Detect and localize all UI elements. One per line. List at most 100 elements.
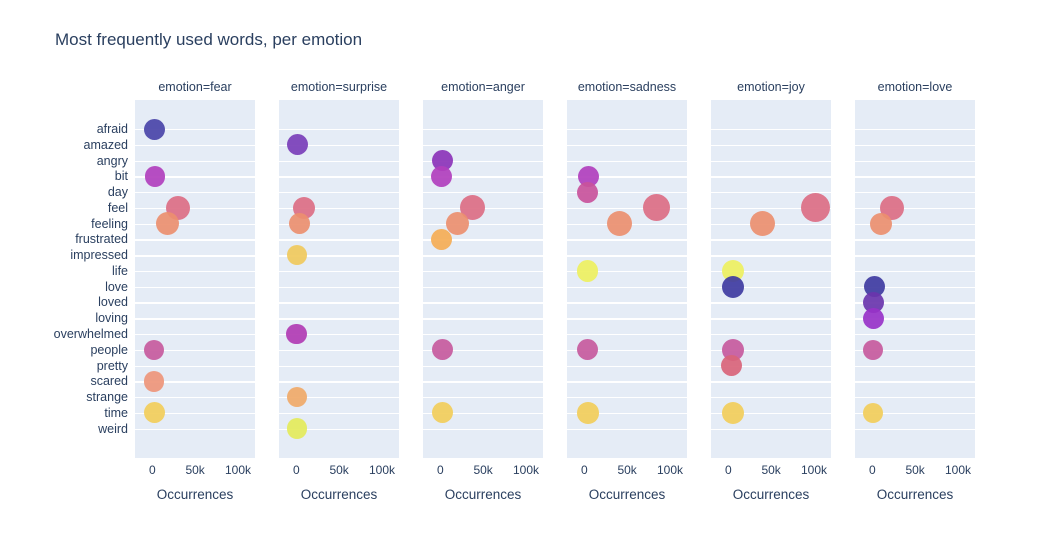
x-tick-label-love-50k: 50k: [905, 463, 925, 477]
gridline: [135, 255, 255, 257]
gridline: [855, 412, 975, 415]
gridline: [855, 302, 975, 304]
gridline: [279, 207, 399, 210]
x-tick-label-anger-0: 0: [436, 463, 444, 477]
marker-love-people[interactable]: [862, 339, 884, 361]
gridline: [567, 144, 687, 147]
gridline: [423, 192, 543, 194]
marker-fear-time[interactable]: [143, 402, 165, 424]
y-tick-label-afraid: afraid: [96, 122, 128, 136]
gridline: [567, 286, 687, 289]
marker-surprise-amazed[interactable]: [286, 134, 308, 156]
marker-love-loved[interactable]: [863, 291, 885, 313]
x-tick-label-joy-0: 0: [724, 463, 732, 477]
gridline: [279, 334, 399, 336]
marker-anger-people[interactable]: [431, 339, 453, 361]
gridline: [567, 381, 687, 383]
gridline: [855, 255, 975, 257]
gridline: [567, 176, 687, 178]
x-axis-title-fear: Occurrences: [156, 487, 234, 502]
gridline: [855, 239, 975, 241]
marker-surprise-impressed[interactable]: [286, 244, 308, 266]
gridline: [567, 365, 687, 367]
marker-fear-scared[interactable]: [143, 371, 165, 392]
gridline: [711, 334, 831, 336]
gridline: [855, 207, 975, 210]
facet-title-anger: emotion=anger: [441, 80, 525, 94]
gridline: [567, 239, 687, 241]
gridline: [711, 255, 831, 257]
gridline: [423, 334, 543, 336]
x-tick-label-surprise-50k: 50k: [329, 463, 349, 477]
y-tick-label-pretty: pretty: [96, 358, 128, 373]
gridline: [423, 129, 543, 131]
marker-joy-feeling[interactable]: [750, 211, 776, 237]
gridline: [423, 176, 543, 178]
gridline: [855, 397, 975, 399]
marker-love-loving[interactable]: [863, 307, 885, 329]
gridline: [567, 192, 687, 194]
gridline: [135, 334, 255, 336]
marker-sadness-feel[interactable]: [642, 194, 670, 222]
gridline: [423, 144, 543, 147]
gridline: [711, 239, 831, 241]
marker-sadness-feeling[interactable]: [606, 211, 632, 237]
y-tick-label-impressed: impressed: [70, 248, 128, 263]
x-tick-label-sadness-100k: 100k: [656, 463, 684, 477]
gridline: [135, 428, 255, 431]
facet-title-fear: emotion=fear: [158, 80, 232, 94]
gridline: [855, 176, 975, 178]
marker-sadness-bit[interactable]: [578, 165, 600, 187]
gridline: [567, 412, 687, 415]
gridline: [279, 270, 399, 273]
marker-anger-frustrated[interactable]: [430, 228, 452, 250]
gridline: [567, 302, 687, 304]
marker-joy-feel[interactable]: [801, 193, 831, 223]
marker-anger-time[interactable]: [431, 402, 453, 424]
gridline: [279, 412, 399, 415]
gridline: [135, 223, 255, 225]
marker-joy-time[interactable]: [722, 401, 744, 424]
gridline: [711, 381, 831, 383]
x-tick-label-fear-0: 0: [148, 463, 156, 477]
gridline: [855, 428, 975, 431]
marker-sadness-day[interactable]: [577, 181, 599, 203]
gridline: [135, 207, 255, 210]
marker-surprise-strange[interactable]: [286, 386, 308, 408]
marker-anger-bit[interactable]: [430, 165, 452, 187]
gridline: [135, 302, 255, 304]
facet-panel-love: [855, 100, 975, 458]
facet-panel-sadness: [567, 100, 687, 458]
gridline: [567, 397, 687, 399]
marker-fear-afraid[interactable]: [143, 118, 165, 140]
marker-fear-people[interactable]: [143, 339, 165, 361]
marker-love-feeling[interactable]: [869, 212, 892, 235]
marker-surprise-weird[interactable]: [286, 418, 308, 439]
marker-anger-feeling[interactable]: [445, 211, 470, 236]
x-tick-label-joy-100k: 100k: [800, 463, 828, 477]
facet-panel-surprise: [279, 100, 399, 458]
facet-title-sadness: emotion=sadness: [577, 80, 677, 94]
gridline: [135, 286, 255, 289]
marker-fear-bit[interactable]: [144, 166, 166, 187]
marker-fear-feeling[interactable]: [155, 211, 180, 236]
marker-joy-pretty[interactable]: [721, 355, 743, 377]
gridline: [423, 412, 543, 415]
gridline: [279, 428, 399, 431]
marker-love-love[interactable]: [863, 276, 885, 298]
marker-sadness-time[interactable]: [577, 402, 599, 424]
marker-surprise-feeling[interactable]: [288, 212, 311, 235]
gridline: [135, 318, 255, 320]
x-tick-label-love-100k: 100k: [944, 463, 972, 477]
marker-sadness-people[interactable]: [577, 339, 599, 361]
marker-joy-love[interactable]: [722, 275, 744, 298]
marker-love-time[interactable]: [862, 402, 884, 424]
gridline: [423, 318, 543, 320]
gridline: [279, 255, 399, 257]
marker-anger-angry[interactable]: [431, 150, 453, 172]
marker-surprise-overwhelmed[interactable]: [286, 323, 307, 345]
gridline: [423, 270, 543, 273]
gridline: [711, 365, 831, 367]
gridline: [711, 144, 831, 147]
marker-sadness-life[interactable]: [576, 260, 599, 282]
